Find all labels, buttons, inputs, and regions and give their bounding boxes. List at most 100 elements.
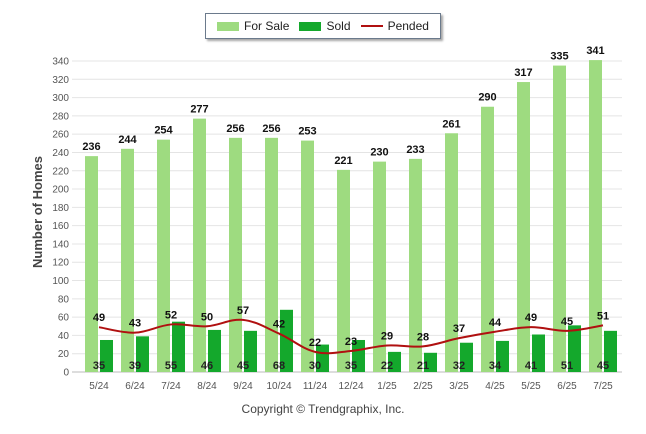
y-tick-label: 220: [52, 166, 69, 177]
sold-value-label: 34: [489, 360, 502, 372]
for-sale-bar: [229, 137, 242, 372]
sold-bar: [460, 342, 473, 372]
sold-value-label: 51: [561, 360, 573, 372]
x-tick-label: 3/25: [449, 381, 469, 392]
y-axis: 0 20 40 60 80 100 120 140 160 180 200 220 240 260 280 3…: [52, 57, 69, 379]
pended-value-label: 23: [345, 336, 357, 348]
sold-swatch-icon: [299, 21, 322, 31]
pended-value-label: 49: [525, 312, 537, 324]
for-sale-value-label: 233: [406, 144, 424, 156]
for-sale-value-label: 290: [478, 92, 496, 104]
for-sale-bar: [373, 161, 386, 372]
x-tick-label: 10/24: [266, 381, 291, 392]
x-tick-label: 7/25: [593, 381, 613, 392]
sold-bar: [208, 329, 221, 372]
legend: For Sale Sold Pended: [205, 13, 441, 39]
legend-item-sold: Sold: [299, 19, 351, 33]
sold-value-label: 45: [597, 360, 609, 372]
y-axis-title: Number of Homes: [30, 156, 45, 268]
x-tick-label: 5/25: [521, 381, 541, 392]
y-tick-label: 100: [52, 276, 69, 287]
pended-value-label: 44: [489, 317, 502, 329]
for-sale-value-label: 254: [154, 125, 173, 137]
x-tick-label: 7/24: [161, 381, 181, 392]
sold-bar: [388, 351, 401, 372]
pended-value-label: 22: [309, 337, 321, 349]
for-sale-bar: [445, 133, 458, 372]
pended-value-label: 28: [417, 331, 429, 343]
for-sale-bar: [553, 65, 566, 372]
pended-value-label: 52: [165, 309, 177, 321]
for-sale-bar: [193, 118, 206, 373]
x-tick-label: 4/25: [485, 381, 505, 392]
for-sale-bar: [589, 60, 602, 372]
for-sale-value-label: 253: [298, 126, 316, 138]
for-sale-value-label: 341: [586, 45, 604, 57]
pended-value-label: 43: [129, 318, 141, 330]
y-tick-label: 160: [52, 221, 69, 232]
sold-value-label: 22: [381, 360, 393, 372]
y-tick-label: 200: [52, 185, 69, 196]
for-sale-value-label: 277: [190, 104, 208, 116]
x-tick-label: 1/25: [377, 381, 397, 392]
pended-series-line: [98, 318, 604, 355]
y-tick-label: 280: [52, 111, 69, 122]
for-sale-value-label: 221: [334, 155, 352, 167]
for-sale-bar: [409, 158, 422, 372]
sold-bar: [568, 325, 581, 372]
for-sale-bar: [337, 169, 350, 372]
sold-value-label: 39: [129, 360, 141, 372]
y-tick-label: 80: [58, 294, 70, 305]
sold-bar: [532, 334, 545, 372]
y-tick-label: 40: [58, 331, 70, 342]
legend-item-pended: Pended: [360, 19, 429, 33]
sold-bar: [604, 330, 617, 372]
sold-value-label: 35: [345, 360, 357, 372]
pended-value-label: 49: [93, 312, 105, 324]
pended-line: [98, 318, 604, 355]
for-sale-bar: [265, 137, 278, 372]
pended-value-label: 51: [597, 310, 609, 322]
x-tick-label: 11/24: [303, 381, 328, 392]
y-tick-label: 340: [52, 57, 69, 68]
sold-bar: [352, 339, 365, 372]
sold-bar: [316, 344, 329, 372]
for-sale-bar: [301, 140, 314, 372]
pended-value-label: 37: [453, 323, 465, 335]
y-tick-label: 120: [52, 258, 69, 269]
y-tick-label: 320: [52, 75, 69, 86]
data-labels: 236 35 49 244 39 43 254 55 52 277 46 50 256 45 57 256 68…: [82, 45, 609, 372]
for-sale-value-label: 230: [370, 147, 388, 159]
for-sale-value-label: 236: [82, 141, 100, 153]
legend-item-for-sale: For Sale: [217, 19, 289, 33]
pended-value-label: 42: [273, 319, 285, 331]
legend-label-pended: Pended: [387, 19, 429, 33]
for-sale-bar: [517, 82, 530, 372]
sold-value-label: 41: [525, 360, 537, 372]
legend-label-for-sale: For Sale: [244, 19, 290, 33]
legend-label-sold: Sold: [326, 19, 351, 33]
sold-value-label: 45: [237, 360, 249, 372]
sold-bar: [244, 330, 257, 372]
for-sale-value-label: 244: [118, 134, 137, 146]
copyright-text: Copyright © Trendgraphix, Inc.: [241, 402, 405, 416]
sold-value-label: 35: [93, 360, 105, 372]
sold-value-label: 68: [273, 360, 285, 372]
sold-bar: [136, 336, 149, 372]
for-sale-bar: [157, 139, 170, 372]
sold-bar: [280, 309, 293, 372]
sold-value-label: 30: [309, 360, 321, 372]
pended-value-label: 29: [381, 330, 393, 342]
x-tick-label: 2/25: [413, 381, 433, 392]
sold-value-label: 21: [417, 360, 429, 372]
for-sale-value-label: 317: [514, 67, 532, 79]
sold-bar: [424, 352, 437, 372]
y-tick-label: 240: [52, 148, 69, 159]
for-sale-bar: [481, 106, 494, 372]
pended-value-label: 57: [237, 305, 249, 317]
sold-value-label: 46: [201, 360, 213, 372]
x-tick-label: 12/24: [338, 381, 363, 392]
sold-bar: [496, 340, 509, 372]
pended-swatch-icon: [360, 25, 383, 27]
